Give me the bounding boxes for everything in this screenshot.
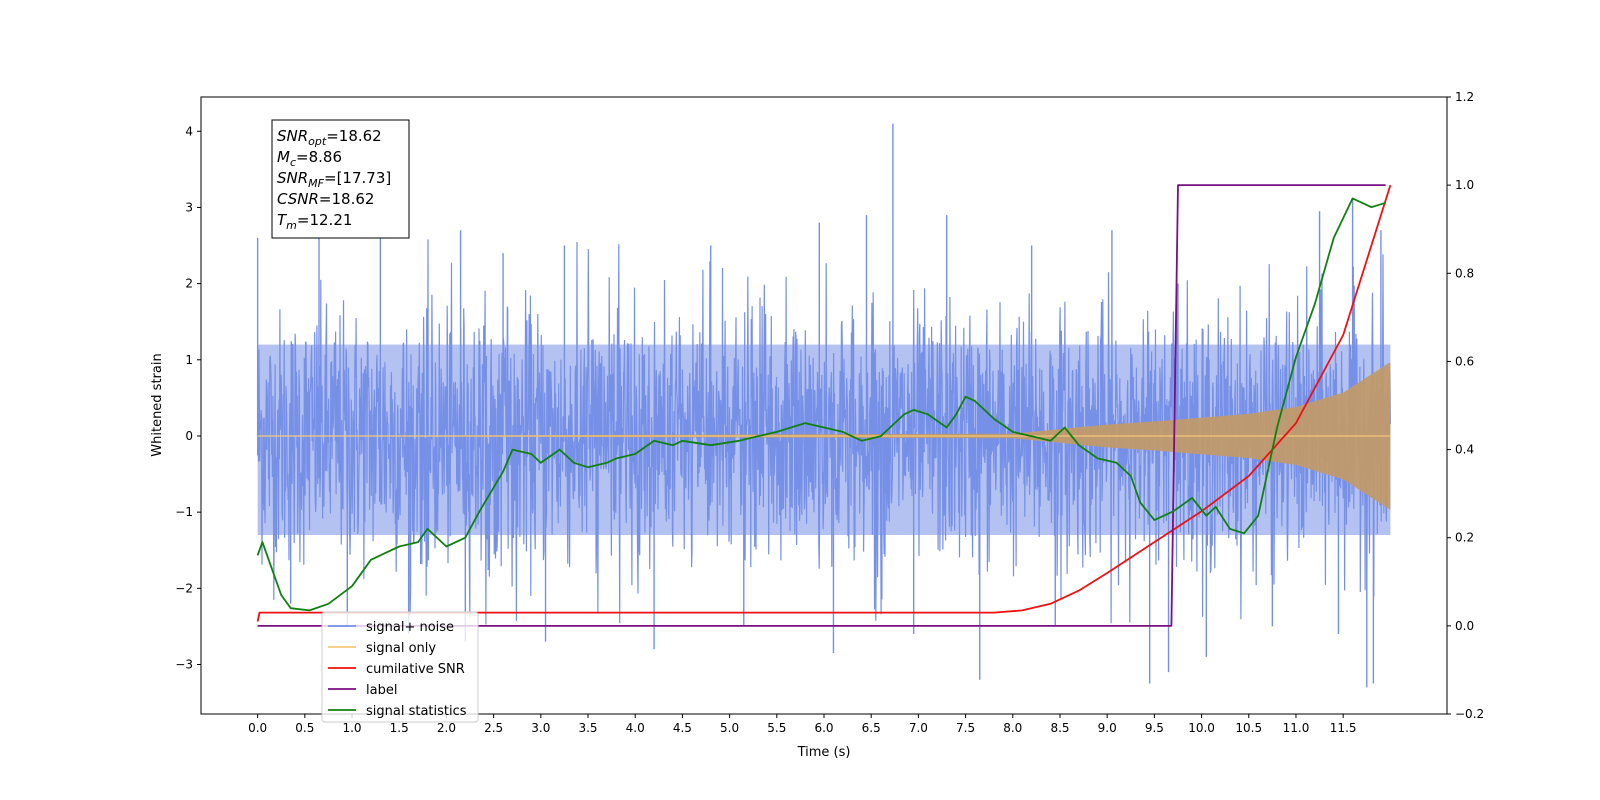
annotation-symbol: CSNR	[277, 190, 319, 208]
series-label-line	[257, 184, 1386, 627]
x-tick-label: 5.5	[767, 721, 786, 735]
left-y-axis-ticks: −3 −2 −1 0 1 2 3 4	[175, 124, 201, 671]
annotation-lines: SNRopt=18.62Mc=8.86SNRMF=[17.73]CSNR=18.…	[277, 127, 391, 232]
x-tick-label: 8.5	[1050, 721, 1069, 735]
y-tick-label: −1	[175, 505, 193, 519]
legend-label: signal only	[366, 641, 436, 656]
y2-tick-label: 1.2	[1455, 90, 1474, 104]
y-tick-label: 3	[185, 200, 193, 214]
y2-tick-label: 0.4	[1455, 443, 1474, 457]
y2-tick-label: 0.2	[1455, 531, 1474, 545]
x-tick-label: 3.0	[531, 721, 550, 735]
legend-label: cumilative SNR	[366, 662, 465, 677]
x-tick-label: 8.0	[1003, 721, 1022, 735]
x-tick-label: 6.5	[862, 721, 881, 735]
annotation-symbol: M	[277, 148, 290, 166]
annotation-line: Tm=12.21	[277, 211, 352, 232]
y2-tick-label: 1.0	[1455, 178, 1474, 192]
legend-frame	[321, 611, 479, 723]
x-tick-label: 10.5	[1235, 721, 1262, 735]
y-tick-label: 2	[185, 277, 193, 291]
x-tick-label: 0.5	[295, 721, 314, 735]
y-tick-label: 4	[185, 124, 193, 138]
annotation-symbol: T	[277, 211, 288, 229]
annotation-line: SNRMF=[17.73]	[277, 169, 391, 190]
x-tick-label: 9.0	[1098, 721, 1117, 735]
legend-label: label	[366, 683, 397, 698]
annotation-subscript: opt	[308, 135, 327, 148]
annotation-subscript: m	[286, 219, 297, 232]
x-tick-label: 11.5	[1330, 721, 1357, 735]
y2-tick-label: 0.8	[1455, 266, 1474, 280]
x-tick-label: 0.0	[248, 721, 267, 735]
annotation-value: =8.86	[296, 148, 342, 166]
annotation-line: SNRopt=18.62	[277, 127, 382, 148]
legend-label: signal statistics	[366, 704, 467, 719]
annotation-subscript: c	[290, 156, 296, 169]
y2-tick-label: 0.6	[1455, 354, 1474, 368]
y-axis-label: Whitened strain	[150, 353, 165, 456]
annotation-line: CSNR=18.62	[277, 190, 374, 208]
series-signal-statistics-line	[256, 197, 1386, 612]
annotation-line: Mc=8.86	[277, 148, 342, 169]
x-tick-label: 1.5	[390, 721, 409, 735]
x-tick-label: 1.0	[342, 721, 361, 735]
annotation-value: =[17.73]	[324, 169, 391, 187]
annotation-symbol: SNR	[277, 127, 308, 145]
y2-tick-label: 0.0	[1455, 619, 1474, 633]
annotation-subscript: MF	[308, 177, 324, 190]
x-tick-label: 7.0	[909, 721, 928, 735]
y-tick-label: 0	[185, 429, 193, 443]
x-axis-label: Time (s)	[797, 745, 851, 760]
plot-series-layer	[256, 123, 1392, 688]
stats-annotation-box: SNRopt=18.62Mc=8.86SNRMF=[17.73]CSNR=18.…	[271, 119, 410, 239]
x-tick-label: 3.5	[578, 721, 597, 735]
x-tick-label: 5.0	[720, 721, 739, 735]
annotation-value: =12.21	[297, 211, 353, 229]
x-tick-label: 7.5	[956, 721, 975, 735]
x-axis-ticks: 0.0 0.5 1.0 1.5 2.0 2.5 3.0 3.5 4.0 4.5 5.0 5.5 6.0 6…	[248, 714, 1357, 735]
x-tick-label: 11.0	[1283, 721, 1310, 735]
right-y-axis-ticks: −0.2 0.0 0.2 0.4 0.6 0.8 1.0 1.2	[1447, 90, 1484, 721]
x-tick-label: 4.5	[673, 721, 692, 735]
series-cumulative-snr-line	[256, 184, 1392, 622]
x-tick-label: 4.0	[626, 721, 645, 735]
x-tick-label: 2.5	[484, 721, 503, 735]
y-tick-label: 1	[185, 353, 193, 367]
x-tick-label: 9.5	[1145, 721, 1164, 735]
annotation-value: =18.62	[326, 127, 382, 145]
y2-tick-label: −0.2	[1455, 707, 1484, 721]
legend: signal+ noise signal only cumilative SNR la…	[321, 611, 479, 723]
legend-items: signal+ noise signal only cumilative SNR la…	[328, 620, 467, 719]
y-tick-label: −3	[175, 657, 193, 671]
annotation-symbol: SNR	[277, 169, 308, 187]
legend-label: signal+ noise	[366, 620, 454, 635]
y-tick-label: −2	[175, 581, 193, 595]
x-tick-label: 10.0	[1188, 721, 1215, 735]
annotation-frame	[271, 119, 410, 239]
x-tick-label: 2.0	[437, 721, 456, 735]
x-tick-label: 6.0	[814, 721, 833, 735]
annotation-value: =18.62	[319, 190, 375, 208]
